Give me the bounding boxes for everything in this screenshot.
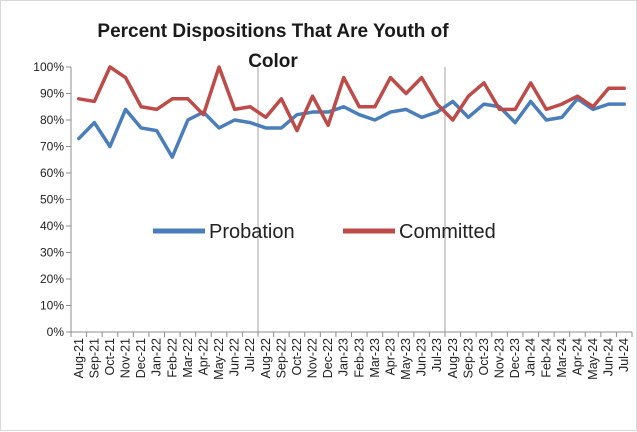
x-tick-label: Jan-22 [150,338,164,376]
y-tick-labels: 0% 10% 20% 30% 40% 50% 60% 70% 80% 90% 100% [33,60,71,339]
x-tick-label: Dec-22 [321,338,335,378]
y-tick-label: 60% [40,166,64,180]
legend: Probation Committed [153,221,496,243]
x-tick-label: Nov-21 [119,338,133,378]
x-tick-label: Sep-21 [87,338,101,378]
legend-label-probation: Probation [209,221,295,243]
y-tick-label: 90% [40,87,64,101]
x-tick-label: Nov-23 [493,338,507,378]
x-tick-label: Aug-23 [446,338,460,378]
x-tick-label: Sep-22 [274,338,288,378]
chart-title-line-1: Percent Dispositions That Are Youth of [97,21,449,42]
y-tick-label: 70% [40,140,64,154]
chart-axes [70,67,632,333]
x-tick-label: Aug-21 [72,338,86,378]
x-tick-label: Apr-23 [383,338,397,376]
x-tick-label: Oct-23 [477,338,491,376]
x-tick-label: Mar-22 [181,338,195,378]
y-tick-label: 20% [40,272,64,286]
chart-title-line-2: Color [248,51,298,72]
series-line-committed [77,65,626,133]
series-lines [77,65,626,159]
y-tick-label: 50% [40,193,64,207]
x-tick-label: Dec-21 [134,338,148,378]
x-tick-label: May-24 [586,338,600,380]
y-tick-label: 30% [40,246,64,260]
y-tick-label: 100% [33,60,64,74]
x-tick-labels: Aug-21 Sep-21 Oct-21 Nov-21 Dec-21 Jan-22 Feb-… [70,332,633,380]
x-tick-label: Jun-22 [228,338,242,376]
x-tick-label: Feb-24 [539,338,553,378]
x-tick-label: Oct-22 [290,338,304,376]
x-tick-label: Feb-23 [352,338,366,378]
x-tick-label: May-22 [212,338,226,380]
x-tick-label: Jul-22 [243,338,257,372]
x-tick-label: Aug-22 [259,338,273,378]
x-tick-label: Jul-24 [617,338,631,372]
x-tick-label: Mar-23 [368,338,382,378]
x-tick-label: Jan-23 [337,338,351,376]
y-tick-label: 40% [40,219,64,233]
x-tick-label: Dec-23 [508,338,522,378]
x-tick-label: Apr-24 [570,338,584,376]
x-tick-label: Jan-24 [524,338,538,376]
x-tick-label: Sep-23 [461,338,475,378]
x-tick-label: Oct-21 [103,338,117,376]
x-tick-label: May-23 [399,338,413,380]
y-tick-label: 10% [40,299,64,313]
x-tick-label: Nov-22 [306,338,320,378]
x-tick-label: Jun-23 [415,338,429,376]
legend-label-committed: Committed [399,221,496,243]
x-tick-label: Apr-22 [196,338,210,376]
series-line-probation [77,97,626,159]
y-tick-label: 0% [47,325,65,339]
x-tick-label: Jun-24 [602,338,616,376]
x-tick-label: Jul-23 [430,338,444,372]
y-tick-label: 80% [40,113,64,127]
x-tick-label: Feb-22 [165,338,179,378]
x-tick-label: Mar-24 [555,338,569,378]
